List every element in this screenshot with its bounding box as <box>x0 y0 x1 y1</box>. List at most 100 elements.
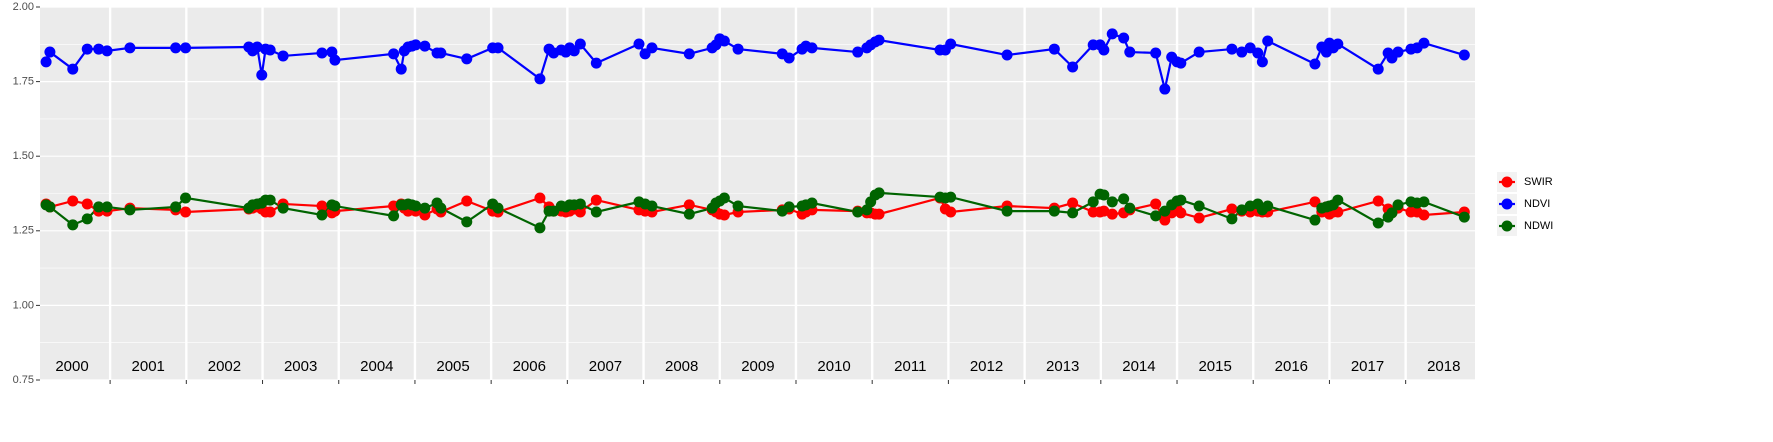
point <box>590 194 602 206</box>
point <box>277 202 289 214</box>
point <box>44 46 56 58</box>
point <box>945 191 957 203</box>
point <box>1458 211 1470 223</box>
year-label: 2006 <box>513 358 546 375</box>
year-label: 2003 <box>284 358 317 375</box>
point <box>1262 35 1274 47</box>
point <box>264 194 276 206</box>
year-label: 2014 <box>1122 358 1155 375</box>
y-tick-label: 1.75 <box>13 76 34 88</box>
point <box>461 195 473 207</box>
point <box>277 50 289 62</box>
legend-label: SWIR <box>1524 176 1553 188</box>
point <box>264 44 276 56</box>
point <box>718 192 730 204</box>
year-label: 2018 <box>1427 358 1460 375</box>
point <box>180 206 192 218</box>
point <box>170 201 182 213</box>
year-label: 2017 <box>1351 358 1384 375</box>
point <box>1150 198 1162 210</box>
point <box>1372 217 1384 229</box>
point <box>388 48 400 60</box>
point <box>683 199 695 211</box>
point <box>67 219 79 231</box>
point <box>1106 28 1118 40</box>
point <box>1001 205 1013 217</box>
point <box>1252 47 1264 59</box>
point <box>1193 200 1205 212</box>
point <box>1048 43 1060 55</box>
point <box>101 201 113 213</box>
point <box>1332 38 1344 50</box>
point <box>1372 63 1384 75</box>
point <box>945 38 957 50</box>
year-label: 2013 <box>1046 358 1079 375</box>
point <box>1087 196 1099 208</box>
year-label: 2016 <box>1275 358 1308 375</box>
point <box>410 39 422 51</box>
year-label: 2012 <box>970 358 1003 375</box>
legend-point <box>1501 176 1513 188</box>
point <box>180 42 192 54</box>
point <box>574 198 586 210</box>
point <box>419 40 431 52</box>
point <box>1372 195 1384 207</box>
y-tick-label: 1.00 <box>13 299 34 311</box>
point <box>873 187 885 199</box>
point <box>435 47 447 59</box>
year-label: 2007 <box>589 358 622 375</box>
point <box>945 206 957 218</box>
point <box>1193 212 1205 224</box>
point <box>1309 58 1321 70</box>
year-label: 2008 <box>665 358 698 375</box>
year-label: 2015 <box>1198 358 1231 375</box>
point <box>1067 197 1079 209</box>
point <box>534 222 546 234</box>
point <box>718 35 730 47</box>
y-tick-label: 1.25 <box>13 225 34 237</box>
point <box>1392 46 1404 58</box>
point <box>388 210 400 222</box>
point <box>873 34 885 46</box>
point <box>180 192 192 204</box>
point <box>1458 49 1470 61</box>
point <box>1332 194 1344 206</box>
point <box>633 38 645 50</box>
point <box>1150 47 1162 59</box>
point <box>683 48 695 60</box>
point <box>1106 196 1118 208</box>
point <box>806 42 818 54</box>
point <box>67 195 79 207</box>
legend-label: NDWI <box>1524 220 1553 232</box>
legend-point <box>1501 198 1513 210</box>
point <box>44 201 56 213</box>
point <box>1067 61 1079 73</box>
point <box>329 200 341 212</box>
point <box>1226 43 1238 55</box>
point <box>81 213 93 225</box>
point <box>1118 32 1130 44</box>
point <box>1236 46 1248 58</box>
point <box>492 202 504 214</box>
point <box>1159 83 1171 95</box>
point <box>316 200 328 212</box>
point <box>646 200 658 212</box>
year-label: 2002 <box>208 358 241 375</box>
point <box>461 53 473 65</box>
y-tick-label: 1.50 <box>13 150 34 162</box>
point <box>251 41 263 53</box>
year-label: 2001 <box>132 358 165 375</box>
point <box>783 201 795 213</box>
point <box>1124 46 1136 58</box>
year-label: 2010 <box>817 358 850 375</box>
point <box>1236 204 1248 216</box>
point <box>1175 194 1187 206</box>
point <box>316 47 328 59</box>
point <box>1118 193 1130 205</box>
point <box>783 52 795 64</box>
point <box>1256 56 1268 68</box>
point <box>806 197 818 209</box>
year-label: 2005 <box>436 358 469 375</box>
point <box>1226 213 1238 225</box>
point <box>646 42 658 54</box>
